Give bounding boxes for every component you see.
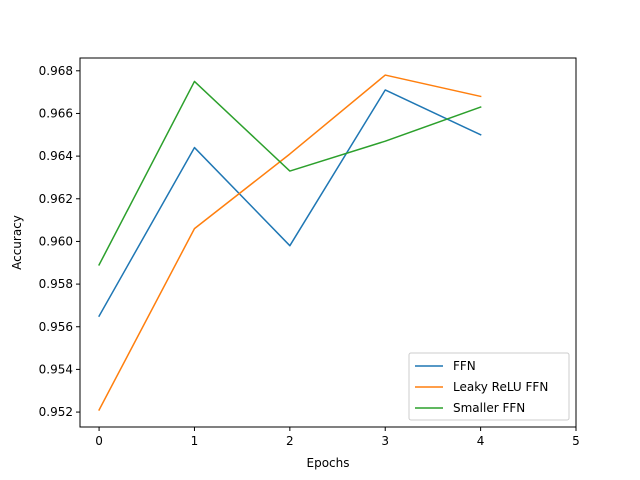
y-tick-label: 0.958 xyxy=(39,277,73,291)
y-axis-label: Accuracy xyxy=(10,215,24,270)
y-axis-ticks: 0.952 0.954 0.956 0.958 0.960 0.962 0.964 0.966… xyxy=(39,64,80,419)
plot-frame xyxy=(79,57,577,428)
x-tick-label: 2 xyxy=(286,434,294,448)
legend-label: Smaller FFN xyxy=(453,401,525,415)
legend: FFN Leaky ReLU FFN Smaller FFN xyxy=(408,352,570,421)
x-tick-label: 5 xyxy=(572,434,580,448)
series-line-leaky-relu-ffn xyxy=(98,74,482,411)
series-layer xyxy=(98,74,482,411)
x-tick-label: 3 xyxy=(381,434,389,448)
y-tick-label: 0.960 xyxy=(39,234,73,248)
y-tick-label: 0.962 xyxy=(39,192,73,206)
legend-frame xyxy=(408,352,570,421)
x-tick-label: 4 xyxy=(477,434,485,448)
legend-label: Leaky ReLU FFN xyxy=(453,380,548,394)
legend-label: FFN xyxy=(453,359,476,373)
legend-items: FFN Leaky ReLU FFN Smaller FFN xyxy=(415,359,548,415)
series-line-ffn xyxy=(98,89,482,318)
y-tick-label: 0.968 xyxy=(39,64,73,78)
y-tick-label: 0.952 xyxy=(39,405,73,419)
x-tick-label: 1 xyxy=(191,434,199,448)
series-line-smaller-ffn xyxy=(98,80,482,266)
y-tick-label: 0.964 xyxy=(39,149,73,163)
y-tick-label: 0.954 xyxy=(39,362,73,376)
y-tick-label: 0.966 xyxy=(39,106,73,120)
x-axis-ticks: 0 1 2 3 4 5 xyxy=(95,427,580,448)
x-tick-label: 0 xyxy=(95,434,103,448)
x-axis-label: Epochs xyxy=(307,456,350,470)
y-tick-label: 0.956 xyxy=(39,320,73,334)
